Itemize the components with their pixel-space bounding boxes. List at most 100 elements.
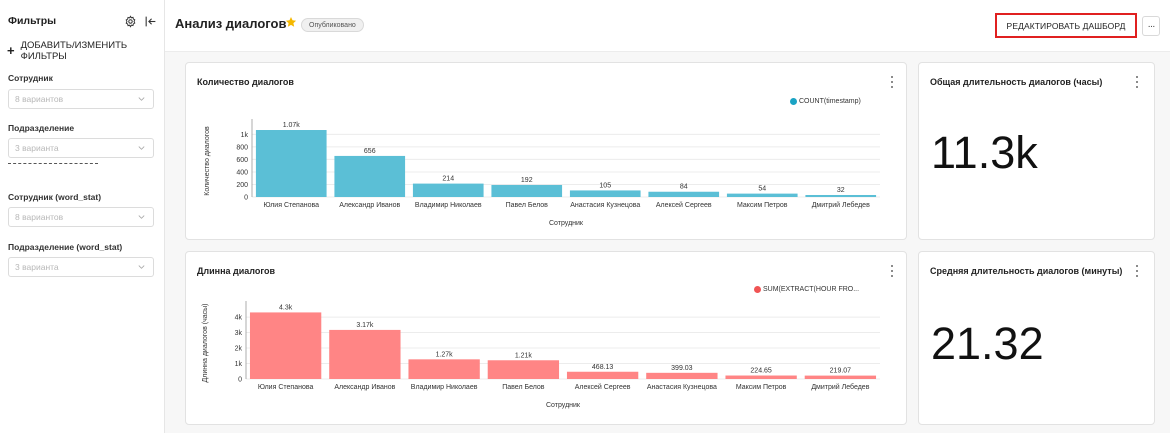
x-tick-label: Дмитрий Лебедев xyxy=(812,201,870,209)
filter-placeholder: 3 варианта xyxy=(15,262,59,272)
bar xyxy=(725,375,797,379)
filters-header: Фильтры xyxy=(8,12,158,30)
page-title: Анализ диалогов xyxy=(175,16,287,31)
x-tick-label: Алексей Сергеев xyxy=(575,383,631,391)
bar xyxy=(249,312,322,379)
card-title: Средняя длительность диалогов (минуты) xyxy=(930,266,1123,276)
x-tick-label: Юлия Степанова xyxy=(263,202,319,209)
more-options-button[interactable]: ··· xyxy=(1142,16,1160,36)
bar xyxy=(804,375,877,379)
chevron-down-icon xyxy=(138,146,145,150)
y-tick-label: 3k xyxy=(235,330,243,337)
x-tick-label: Юлия Степанова xyxy=(258,384,314,391)
kebab-menu-icon[interactable] xyxy=(1133,264,1141,278)
card-title: Длинна диалогов xyxy=(197,266,276,276)
kpi-value: 11.3k xyxy=(931,127,1038,178)
chevron-down-icon xyxy=(138,97,145,101)
bar xyxy=(491,184,563,197)
filter-placeholder: 3 варианта xyxy=(15,143,59,153)
x-tick-label: Максим Петров xyxy=(736,384,787,391)
add-filters-label: ДОБАВИТЬ/ИЗМЕНИТЬ ФИЛЬТРЫ xyxy=(20,40,128,62)
filter-label-department: Подразделение xyxy=(8,123,75,133)
y-tick-label: 200 xyxy=(236,182,248,189)
bar-chart-dialog-length: 0 1k 2k 3k 4k 4.3k Юлия Степанова 3.17k Александ… xyxy=(202,301,880,409)
x-tick-label: Павел Белов xyxy=(506,202,549,209)
data-label: 1.27k xyxy=(436,351,454,358)
gear-icon[interactable] xyxy=(122,13,138,29)
chart-card-dialog-length: Длинна диалогов SUM(EXTRACT(HOUR FRO... … xyxy=(185,251,907,425)
y-tick-label: 400 xyxy=(236,169,248,176)
filter-select-department-wordstat[interactable]: 3 варианта xyxy=(8,257,154,277)
card-title: Общая длительность диалогов (часы) xyxy=(930,77,1103,87)
x-tick-label: Дмитрий Лебедев xyxy=(811,383,869,391)
y-tick-label: 1k xyxy=(235,361,243,368)
add-filters-button[interactable]: + ДОБАВИТЬ/ИЗМЕНИТЬ ФИЛЬТРЫ xyxy=(7,40,164,62)
bar xyxy=(487,360,560,379)
data-label: 468.13 xyxy=(592,364,614,371)
x-tick-label: Анастасия Кузнецова xyxy=(570,202,640,209)
plus-icon: + xyxy=(7,43,15,58)
star-icon[interactable] xyxy=(285,15,297,33)
x-tick-label: Владимир Николаев xyxy=(415,202,482,209)
filters-title: Фильтры xyxy=(8,15,57,27)
chart-legend: COUNT(timestamp) xyxy=(790,98,861,105)
y-tick-label: 600 xyxy=(236,157,248,164)
x-tick-label: Владимир Николаев xyxy=(411,384,478,391)
data-label: 3.17k xyxy=(356,322,374,329)
y-tick-label: 2k xyxy=(235,346,243,353)
data-label: 219.07 xyxy=(830,368,852,375)
filters-sidebar: Фильтры + ДОБАВИТЬ/ИЗМЕНИТЬ ФИЛЬТРЫ Сотр… xyxy=(0,0,165,433)
data-label: 84 xyxy=(680,184,688,191)
y-tick-label: 0 xyxy=(238,377,242,384)
kpi-value: 21.32 xyxy=(931,318,1044,369)
bar xyxy=(334,155,406,197)
filter-select-employee-wordstat[interactable]: 8 вариантов xyxy=(8,207,154,227)
y-axis-title: Длинна диалогов (часы) xyxy=(202,304,209,383)
data-label: 1.07k xyxy=(283,122,301,129)
data-label: 656 xyxy=(364,148,376,155)
filter-select-department[interactable]: 3 варианта xyxy=(8,138,154,158)
legend-marker xyxy=(754,286,761,293)
data-label: 214 xyxy=(442,176,454,183)
bar xyxy=(805,194,877,197)
kebab-menu-icon[interactable] xyxy=(888,75,896,89)
data-label: 54 xyxy=(758,186,766,193)
bar xyxy=(646,372,718,379)
kpi-card-average-duration: Средняя длительность диалогов (минуты) 2… xyxy=(918,251,1155,425)
bar xyxy=(255,130,327,197)
data-label: 224.65 xyxy=(750,368,772,375)
x-tick-label: Максим Петров xyxy=(737,202,788,209)
filters-divider xyxy=(8,163,98,164)
bar xyxy=(566,371,639,379)
edit-dashboard-button[interactable]: РЕДАКТИРОВАТЬ ДАШБОРД xyxy=(995,13,1137,38)
y-tick-label: 0 xyxy=(244,195,248,202)
x-tick-label: Александр Иванов xyxy=(334,384,395,391)
filter-label-employee-wordstat: Сотрудник (word_stat) xyxy=(8,192,102,202)
bar xyxy=(726,193,798,197)
data-label: 192 xyxy=(521,177,533,184)
bar xyxy=(412,183,484,197)
kebab-menu-icon[interactable] xyxy=(1133,75,1141,89)
x-tick-label: Алексей Сергеев xyxy=(656,201,712,209)
x-tick-label: Александр Иванов xyxy=(339,202,400,209)
data-label: 399.03 xyxy=(671,365,693,372)
y-tick-label: 800 xyxy=(236,144,248,151)
collapse-left-icon[interactable] xyxy=(142,13,158,29)
filter-placeholder: 8 вариантов xyxy=(15,212,64,222)
legend-label: COUNT(timestamp) xyxy=(799,98,861,105)
chevron-down-icon xyxy=(138,215,145,219)
filter-placeholder: 8 вариантов xyxy=(15,94,64,104)
x-axis-title: Сотрудник xyxy=(549,220,584,227)
bar xyxy=(648,191,720,197)
status-badge: Опубликовано xyxy=(301,18,364,32)
x-tick-label: Анастасия Кузнецова xyxy=(647,384,717,391)
legend-marker xyxy=(790,98,797,105)
filter-label-department-wordstat: Подразделение (word_stat) xyxy=(8,242,123,252)
kebab-menu-icon[interactable] xyxy=(888,264,896,278)
x-tick-label: Павел Белов xyxy=(502,384,545,391)
x-axis-title: Сотрудник xyxy=(546,402,581,409)
y-tick-label: 4k xyxy=(235,315,243,322)
filter-select-employee[interactable]: 8 вариантов xyxy=(8,89,154,109)
bar xyxy=(329,329,401,379)
legend-label: SUM(EXTRACT(HOUR FRO... xyxy=(763,286,860,293)
